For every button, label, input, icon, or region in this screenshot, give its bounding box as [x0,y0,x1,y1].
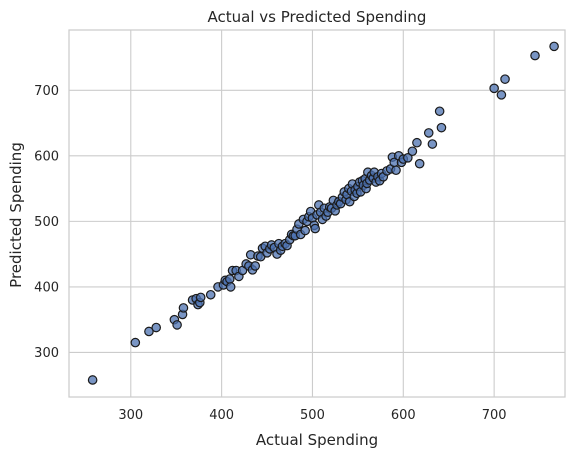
data-point [300,225,310,236]
y-tick-labels: 300 400 500 600 700 [34,84,59,361]
data-point [427,139,438,149]
data-point [87,375,98,385]
data-point [151,322,162,333]
y-tick-label: 700 [34,84,59,99]
gridlines [69,30,565,397]
y-tick-label: 600 [34,149,59,164]
data-point [224,274,235,284]
data-point [178,303,189,313]
data-point [423,128,434,138]
x-tick-label: 500 [300,408,325,423]
x-tick-label: 600 [391,408,416,423]
data-point [489,83,499,94]
x-tick-labels: 300 400 500 600 700 [118,408,506,423]
x-tick-label: 300 [118,408,143,423]
data-point [412,137,422,148]
x-tick-label: 700 [482,408,507,423]
data-point [225,282,236,292]
data-point [436,122,447,133]
data-point [403,152,413,163]
x-tick-label: 400 [209,408,234,423]
data-point [130,337,141,348]
data-point [407,146,418,157]
data-point [414,158,425,169]
data-point [434,106,445,117]
data-point [500,74,510,84]
data-point [310,223,320,234]
y-axis-label: Predicted Spending [7,142,25,288]
data-point [205,289,216,300]
data-point [172,320,182,330]
data-point [144,326,154,337]
x-axis-label: Actual Spending [256,431,378,449]
plot-frame [68,29,566,398]
data-points [87,41,559,385]
data-point [250,261,261,271]
y-tick-label: 300 [34,346,59,361]
data-point [530,50,540,61]
data-point [549,41,559,52]
data-point [391,165,401,176]
data-point [496,90,507,100]
data-point [195,292,206,303]
y-tick-label: 400 [34,280,59,295]
y-tick-label: 500 [34,215,59,230]
chart-title: Actual vs Predicted Spending [208,8,427,26]
